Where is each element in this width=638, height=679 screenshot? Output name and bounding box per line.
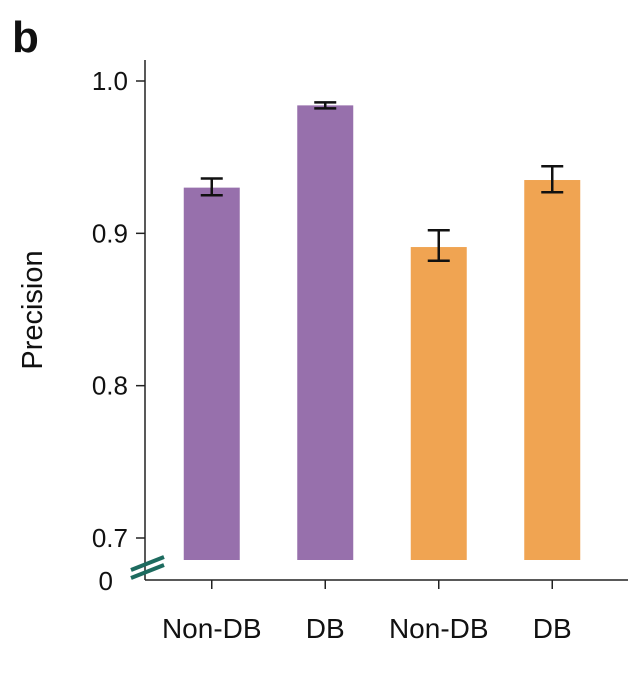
y-baseline-label: 0 <box>99 566 113 596</box>
bar-3 <box>524 180 581 560</box>
bar-2 <box>410 247 467 560</box>
bar-1 <box>297 105 354 560</box>
plot-area: 1.0 0.9 0.8 0.7 0 Non-DB DB Non-DB DB <box>92 60 628 644</box>
x-category-label-2: Non-DB <box>389 613 489 644</box>
x-category-label-1: DB <box>306 613 345 644</box>
y-tick-label-1: 0.9 <box>92 218 128 248</box>
y-axis-title: Precision <box>17 250 49 369</box>
y-tick-label-3: 0.7 <box>92 523 128 553</box>
axis-break-mark-2 <box>130 563 165 580</box>
axis-break-mark-1 <box>130 555 165 572</box>
panel-label: b <box>12 13 39 62</box>
bar-0 <box>183 187 240 560</box>
x-category-label-0: Non-DB <box>162 613 262 644</box>
x-category-label-3: DB <box>533 613 572 644</box>
y-tick-label-0: 1.0 <box>92 66 128 96</box>
y-tick-label-2: 0.8 <box>92 371 128 401</box>
